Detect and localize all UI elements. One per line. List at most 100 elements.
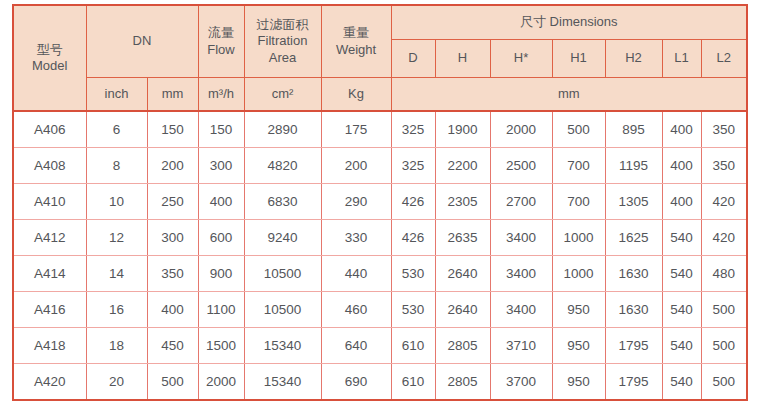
cell-filtration-area: 2890 (244, 111, 321, 148)
cell-dim-l1: 540 (662, 256, 701, 292)
cell-dim-h: 2305 (435, 184, 490, 220)
cell-dim-l2: 500 (701, 328, 747, 364)
cell-weight: 440 (321, 256, 391, 292)
table-row: A416164001100105004605302640340095016305… (13, 292, 747, 328)
table-row: A410102504006830290426230527007001305400… (13, 184, 747, 220)
cell-weight: 690 (321, 364, 391, 401)
col-header-dim-h1: H1 (552, 40, 605, 78)
cell-dim-h1: 1000 (552, 220, 605, 256)
cell-dim-h2: 1305 (605, 184, 662, 220)
cell-dim-h1: 700 (552, 184, 605, 220)
cell-dim-l1: 400 (662, 148, 701, 184)
cell-dn-inch: 8 (86, 148, 147, 184)
cell-dn-mm: 500 (147, 364, 198, 401)
unit-flow: m³/h (198, 78, 244, 112)
cell-dim-l1: 400 (662, 111, 701, 148)
cell-flow: 1100 (198, 292, 244, 328)
cell-dim-h1: 950 (552, 292, 605, 328)
cell-filtration-area: 10500 (244, 292, 321, 328)
cell-dim-d: 610 (391, 328, 435, 364)
col-header-flow: 流量 Flow (198, 5, 244, 78)
cell-dn-mm: 150 (147, 111, 198, 148)
cell-dn-mm: 300 (147, 220, 198, 256)
cell-weight: 200 (321, 148, 391, 184)
cell-flow: 2000 (198, 364, 244, 401)
cell-flow: 400 (198, 184, 244, 220)
table-row: A420205002000153406906102805370095017955… (13, 364, 747, 401)
cell-flow: 300 (198, 148, 244, 184)
col-header-dim-h2: H2 (605, 40, 662, 78)
cell-dim-h-star: 3400 (490, 292, 552, 328)
header-row-groups: 型号 Model DN 流量 Flow 过滤面积 Filtration Area… (13, 5, 747, 40)
cell-dim-h: 2640 (435, 256, 490, 292)
cell-model: A416 (13, 292, 86, 328)
col-header-dimensions: 尺寸 Dimensions (391, 5, 747, 40)
cell-model: A414 (13, 256, 86, 292)
cell-dim-h1: 950 (552, 364, 605, 401)
col-header-model: 型号 Model (13, 5, 86, 111)
col-header-weight: 重量 Weight (321, 5, 391, 78)
cell-filtration-area: 9240 (244, 220, 321, 256)
cell-dim-h2: 1630 (605, 256, 662, 292)
cell-dim-h1: 500 (552, 111, 605, 148)
cell-dim-h2: 1795 (605, 364, 662, 401)
cell-dim-d: 426 (391, 184, 435, 220)
cell-dn-inch: 10 (86, 184, 147, 220)
cell-dim-d: 426 (391, 220, 435, 256)
cell-dim-l1: 540 (662, 292, 701, 328)
col-header-dim-l1: L1 (662, 40, 701, 78)
cell-weight: 640 (321, 328, 391, 364)
cell-dn-inch: 14 (86, 256, 147, 292)
cell-weight: 460 (321, 292, 391, 328)
table-row: A406615015028901753251900200050089540035… (13, 111, 747, 148)
cell-dim-h-star: 2000 (490, 111, 552, 148)
cell-dim-h: 1900 (435, 111, 490, 148)
cell-dim-h: 2805 (435, 364, 490, 401)
cell-filtration-area: 15340 (244, 364, 321, 401)
table-row: A414143509001050044053026403400100016305… (13, 256, 747, 292)
cell-dn-inch: 16 (86, 292, 147, 328)
cell-dn-mm: 250 (147, 184, 198, 220)
cell-dim-h-star: 2500 (490, 148, 552, 184)
cell-dim-d: 530 (391, 292, 435, 328)
cell-dn-inch: 12 (86, 220, 147, 256)
cell-dim-l2: 350 (701, 111, 747, 148)
cell-model: A408 (13, 148, 86, 184)
cell-dim-d: 325 (391, 148, 435, 184)
cell-model: A412 (13, 220, 86, 256)
spec-table-header: 型号 Model DN 流量 Flow 过滤面积 Filtration Area… (13, 5, 747, 111)
cell-dim-h1: 950 (552, 328, 605, 364)
cell-dim-l2: 500 (701, 364, 747, 401)
cell-filtration-area: 10500 (244, 256, 321, 292)
col-header-dim-l2: L2 (701, 40, 747, 78)
cell-dim-d: 325 (391, 111, 435, 148)
cell-dim-l2: 480 (701, 256, 747, 292)
cell-dim-h: 2805 (435, 328, 490, 364)
cell-dim-l2: 500 (701, 292, 747, 328)
cell-dim-h2: 1795 (605, 328, 662, 364)
cell-dn-mm: 400 (147, 292, 198, 328)
cell-dn-mm: 350 (147, 256, 198, 292)
col-header-dim-d: D (391, 40, 435, 78)
cell-dim-l1: 540 (662, 364, 701, 401)
cell-dim-h: 2635 (435, 220, 490, 256)
col-header-dim-h-star: H* (490, 40, 552, 78)
cell-dim-l1: 540 (662, 328, 701, 364)
cell-model: A406 (13, 111, 86, 148)
cell-dim-l2: 350 (701, 148, 747, 184)
unit-dimensions: mm (391, 78, 747, 112)
cell-flow: 900 (198, 256, 244, 292)
spec-table: 型号 Model DN 流量 Flow 过滤面积 Filtration Area… (12, 4, 748, 401)
col-header-dim-h: H (435, 40, 490, 78)
unit-weight: Kg (321, 78, 391, 112)
table-row: A418184501500153406406102805371095017955… (13, 328, 747, 364)
cell-dn-inch: 20 (86, 364, 147, 401)
cell-dim-h: 2640 (435, 292, 490, 328)
cell-filtration-area: 4820 (244, 148, 321, 184)
spec-table-container: 型号 Model DN 流量 Flow 过滤面积 Filtration Area… (12, 4, 748, 401)
table-row: A408820030048202003252200250070011954003… (13, 148, 747, 184)
cell-dim-h-star: 3400 (490, 220, 552, 256)
cell-filtration-area: 15340 (244, 328, 321, 364)
cell-dim-d: 530 (391, 256, 435, 292)
cell-dim-h-star: 3710 (490, 328, 552, 364)
